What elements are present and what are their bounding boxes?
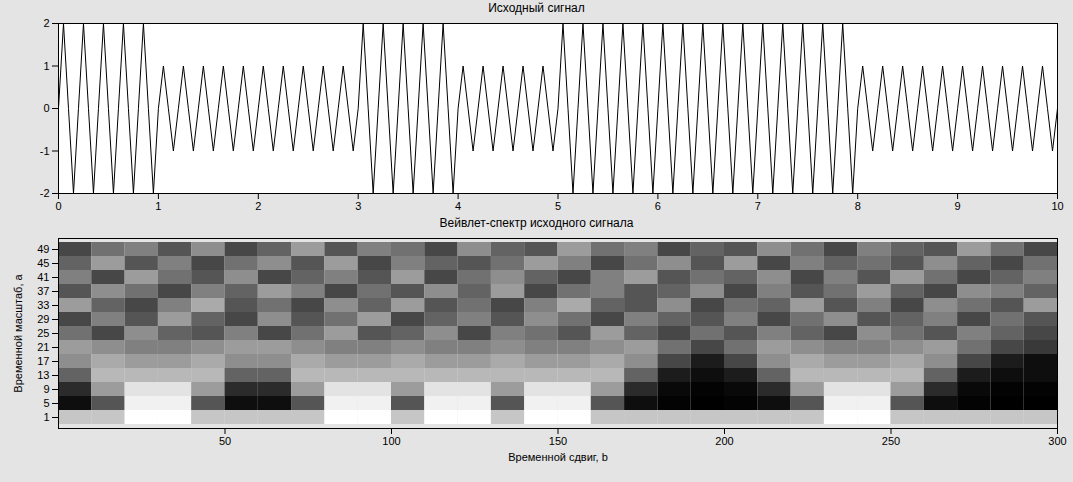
svg-text:4: 4 <box>455 200 461 212</box>
html-text:Вейвлет-спектр исходного сигна: Вейвлет-спектр исходного сигнала <box>439 216 634 230</box>
svg-text:21: 21 <box>37 341 49 353</box>
svg-text:25: 25 <box>37 327 49 339</box>
svg-text:50: 50 <box>219 435 231 447</box>
svg-text:3: 3 <box>355 200 361 212</box>
svg-text:9: 9 <box>955 200 961 212</box>
svg-text:1: 1 <box>43 60 49 72</box>
svg-text:5: 5 <box>555 200 561 212</box>
svg-text:1: 1 <box>155 200 161 212</box>
svg-text:10: 10 <box>1051 200 1063 212</box>
svg-text:29: 29 <box>37 313 49 325</box>
svg-text:37: 37 <box>37 285 49 297</box>
svg-text:300: 300 <box>1048 435 1066 447</box>
svg-text:1: 1 <box>43 411 49 423</box>
svg-text:Временной сдвиг, b: Временной сдвиг, b <box>508 451 608 463</box>
svg-text:13: 13 <box>37 369 49 381</box>
svg-text:0: 0 <box>43 102 49 114</box>
svg-text:150: 150 <box>549 435 567 447</box>
svg-text:7: 7 <box>755 200 761 212</box>
svg-text:45: 45 <box>37 257 49 269</box>
html-text:Исходный сигнал: Исходный сигнал <box>488 1 585 15</box>
svg-text:-1: -1 <box>40 145 50 157</box>
svg-text:41: 41 <box>37 271 49 283</box>
svg-text:250: 250 <box>882 435 900 447</box>
svg-text:2: 2 <box>43 17 49 29</box>
svg-text:0: 0 <box>55 200 61 212</box>
svg-text:5: 5 <box>43 397 49 409</box>
svg-text:6: 6 <box>655 200 661 212</box>
svg-text:Временной масштаб, a: Временной масштаб, a <box>12 273 24 392</box>
svg-text:17: 17 <box>37 355 49 367</box>
svg-text:-2: -2 <box>40 187 50 199</box>
svg-text:200: 200 <box>715 435 733 447</box>
svg-text:9: 9 <box>43 383 49 395</box>
svg-text:49: 49 <box>37 243 49 255</box>
svg-text:33: 33 <box>37 299 49 311</box>
svg-text:2: 2 <box>255 200 261 212</box>
svg-text:8: 8 <box>855 200 861 212</box>
svg-text:100: 100 <box>382 435 400 447</box>
